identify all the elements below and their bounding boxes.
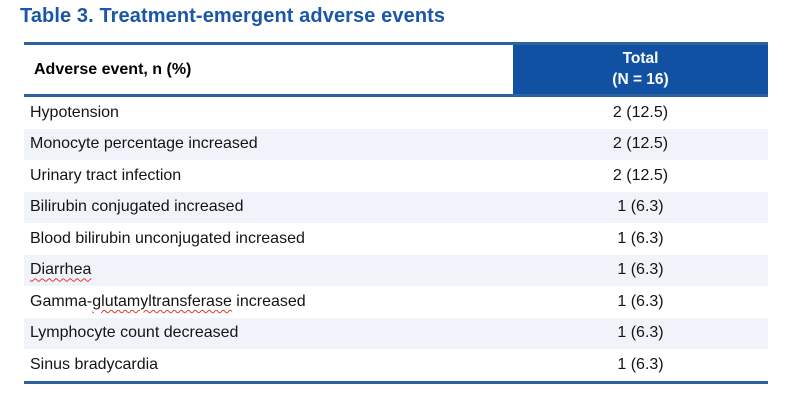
total-value-cell: 1 (6.3) <box>617 292 664 310</box>
table-row: Blood bilirubin unconjugated increased 1… <box>24 223 768 255</box>
total-value-cell: 1 (6.3) <box>617 324 664 342</box>
adverse-event-cell: Blood bilirubin unconjugated increased <box>30 229 305 247</box>
adverse-event-cell: Gamma-glutamyltransferase increased <box>24 293 513 311</box>
misspelled-word: Diarrhea <box>30 261 92 279</box>
table-row: Lymphocyte count decreased 1 (6.3) <box>24 317 768 349</box>
table-title: Table 3. Treatment-emergent adverse even… <box>20 5 446 27</box>
table-row: Urinary tract infection 2 (12.5) <box>24 160 768 192</box>
event-text: increased <box>231 292 306 310</box>
misspelled-word: glutamyltransferase <box>92 292 232 310</box>
total-value-cell: 1 (6.3) <box>617 229 664 247</box>
adverse-events-table: Adverse event, n (%) Total (N = 16) Hypo… <box>24 42 768 384</box>
table-row: Bilirubin conjugated increased 1 (6.3) <box>24 191 768 223</box>
table-row: Diarrhea 1 (6.3) <box>24 254 768 286</box>
table-row: Sinus bradycardia 1 (6.3) <box>24 349 768 381</box>
adverse-event-cell: Monocyte percentage increased <box>30 135 258 153</box>
table-header-row: Adverse event, n (%) Total (N = 16) <box>24 42 768 97</box>
table-row: Monocyte percentage increased 2 (12.5) <box>24 128 768 160</box>
adverse-event-cell: Bilirubin conjugated increased <box>30 198 244 216</box>
total-value-cell: 1 (6.3) <box>617 198 664 216</box>
total-value-cell: 1 (6.3) <box>617 261 664 279</box>
table-row: Hypotension 2 (12.5) <box>24 97 768 129</box>
adverse-event-cell: Urinary tract infection <box>30 166 182 184</box>
total-value-cell: 2 (12.5) <box>612 166 669 184</box>
total-value-cell: 2 (12.5) <box>612 135 669 153</box>
total-header-line2: (N = 16) <box>612 70 669 88</box>
table-body: Hypotension 2 (12.5) Monocyte percentage… <box>24 97 768 384</box>
adverse-event-cell: Sinus bradycardia <box>30 355 159 373</box>
adverse-event-cell: Lymphocyte count decreased <box>30 324 239 342</box>
event-text: Gamma- <box>30 292 93 310</box>
column-header-adverse-event: Adverse event, n (%) <box>34 60 192 78</box>
total-header-line1: Total <box>622 50 659 68</box>
adverse-event-cell: Diarrhea <box>24 261 513 279</box>
table-row: Gamma-glutamyltransferase increased 1 (6… <box>24 286 768 318</box>
total-value-cell: 1 (6.3) <box>617 355 664 373</box>
adverse-event-cell: Hypotension <box>30 103 119 121</box>
total-value-cell: 2 (12.5) <box>612 103 669 121</box>
column-header-total: Total (N = 16) <box>513 45 768 94</box>
